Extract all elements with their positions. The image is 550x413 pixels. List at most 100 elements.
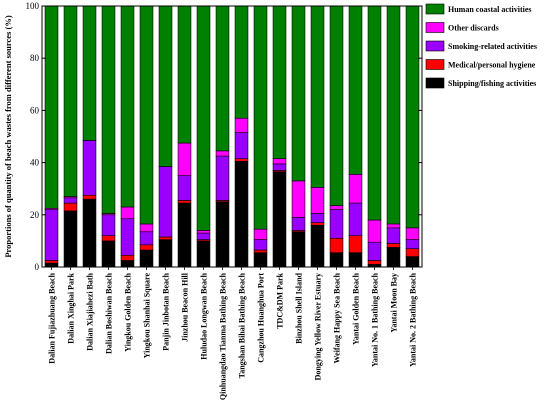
bar-segment-1-10 bbox=[234, 158, 249, 162]
y-axis-title: Proportions of quantity of beach wastes … bbox=[3, 15, 13, 257]
bar-segment-3-9 bbox=[215, 150, 230, 157]
bar-segment-2-10 bbox=[234, 132, 249, 159]
bar-segment-0-7 bbox=[177, 202, 192, 268]
bar-segment-2-6 bbox=[158, 166, 173, 238]
legend-label: Other discards bbox=[448, 24, 499, 33]
bar-segment-4-0 bbox=[44, 5, 59, 209]
bar-segment-4-17 bbox=[367, 5, 382, 221]
bar-segment-3-8 bbox=[196, 230, 211, 234]
bar-segment-4-13 bbox=[291, 5, 306, 182]
legend-label: Shipping/fishing activities bbox=[448, 79, 536, 88]
bar-segment-2-13 bbox=[291, 217, 306, 231]
bar-segment-0-9 bbox=[215, 201, 230, 268]
bar-segment-1-18 bbox=[386, 243, 401, 248]
bar-segment-3-14 bbox=[310, 187, 325, 214]
bar-segment-2-5 bbox=[139, 231, 154, 246]
x-category-label: Dongying Yellow River Estuary bbox=[314, 273, 323, 380]
bar-segment-2-7 bbox=[177, 175, 192, 201]
x-category-label: Dalian Fujiazhuang Beach bbox=[48, 272, 57, 363]
x-category-label: Dalian Boshiwan Beach bbox=[105, 272, 114, 353]
bar-segment-3-11 bbox=[253, 228, 268, 240]
bar-segment-0-13 bbox=[291, 231, 306, 268]
x-category-label: Panjin Jinbotan Beach bbox=[162, 272, 171, 350]
legend-swatch bbox=[425, 22, 445, 33]
bar-segment-0-11 bbox=[253, 252, 268, 268]
bar-segment-1-11 bbox=[253, 249, 268, 253]
bar-segment-1-2 bbox=[82, 194, 97, 200]
x-category-label: Yingkou Shanhai Square bbox=[143, 273, 152, 359]
bar-segment-2-11 bbox=[253, 239, 268, 251]
bar-segment-2-19 bbox=[405, 239, 420, 250]
bar-segment-2-3 bbox=[101, 214, 116, 236]
bar-segment-2-14 bbox=[310, 213, 325, 223]
y-tick-label: 20 bbox=[30, 210, 40, 220]
x-category-label: Tangshan Bihai Bathing Beach bbox=[238, 272, 247, 378]
bar-segment-1-5 bbox=[139, 244, 154, 251]
bar-segment-0-12 bbox=[272, 171, 287, 268]
bar-segment-2-8 bbox=[196, 232, 211, 240]
y-tick-label: 40 bbox=[30, 158, 40, 168]
legend-swatch bbox=[425, 59, 445, 70]
bar-segment-0-18 bbox=[386, 247, 401, 268]
bar-segment-0-4 bbox=[120, 260, 135, 268]
bar-segment-2-17 bbox=[367, 241, 382, 261]
bar-segment-1-19 bbox=[405, 248, 420, 257]
bar-segment-0-2 bbox=[82, 198, 97, 268]
bar-segment-2-9 bbox=[215, 155, 230, 201]
bar-segment-0-0 bbox=[44, 262, 59, 268]
bar-segment-3-10 bbox=[234, 117, 249, 133]
bar-segment-2-18 bbox=[386, 227, 401, 244]
bar-segment-0-6 bbox=[158, 239, 173, 268]
legend-swatch bbox=[425, 77, 445, 89]
bar-segment-4-8 bbox=[196, 5, 211, 231]
bar-segment-4-19 bbox=[405, 5, 420, 229]
bar-segment-1-3 bbox=[101, 235, 116, 242]
bar-segment-4-12 bbox=[272, 5, 287, 159]
bar-segment-3-5 bbox=[139, 223, 154, 233]
bar-segment-2-16 bbox=[348, 202, 363, 236]
axes-group: 0 20 40 60 80 100 Dalian Fujiazhuang Beach Dali… bbox=[26, 1, 423, 400]
bar-segment-2-2 bbox=[82, 140, 97, 196]
x-category-label: Cangzhou Huanghua Port bbox=[257, 273, 266, 363]
bar-segment-3-16 bbox=[348, 174, 363, 204]
bar-segment-4-1 bbox=[63, 5, 78, 197]
bar-segment-3-13 bbox=[291, 180, 306, 218]
bar-segment-3-17 bbox=[367, 219, 382, 243]
bar-segment-4-11 bbox=[253, 5, 268, 230]
bar-segment-1-6 bbox=[158, 236, 173, 240]
bar-segment-4-6 bbox=[158, 5, 173, 167]
bar-segment-4-3 bbox=[101, 5, 116, 214]
legend-label: Human coastal activities bbox=[448, 5, 532, 14]
bar-segment-0-15 bbox=[329, 252, 344, 268]
bar-segment-0-5 bbox=[139, 249, 154, 268]
bar-segment-1-14 bbox=[310, 222, 325, 226]
x-category-label: Jinzhou Beacon Hill bbox=[181, 272, 190, 342]
x-category-label: Yantai No. 1 Bathing Beach bbox=[371, 272, 380, 367]
bar-segment-4-16 bbox=[348, 5, 363, 175]
bar-segment-2-15 bbox=[329, 209, 344, 239]
x-category-label: Yingkou Golden Beach bbox=[124, 272, 133, 351]
bar-segment-4-14 bbox=[310, 5, 325, 188]
y-tick-label: 80 bbox=[30, 53, 40, 63]
bar-segment-1-1 bbox=[63, 202, 78, 212]
y-tick-label: 100 bbox=[26, 1, 40, 11]
bar-segment-4-15 bbox=[329, 5, 344, 206]
bar-segment-0-1 bbox=[63, 210, 78, 268]
x-category-label: Huludao Longwan Beach bbox=[200, 272, 209, 359]
y-tick-label: 60 bbox=[30, 105, 40, 115]
bar-segment-0-8 bbox=[196, 240, 211, 268]
bar-segment-3-4 bbox=[120, 206, 135, 220]
bar-segment-0-19 bbox=[405, 256, 420, 268]
bar-segment-2-12 bbox=[272, 163, 287, 171]
x-category-label: Yantai Golden Beach bbox=[352, 272, 361, 345]
bar-segment-1-16 bbox=[348, 235, 363, 253]
bar-segment-4-10 bbox=[234, 5, 249, 119]
bar-segment-3-18 bbox=[386, 223, 401, 229]
bar-segment-2-4 bbox=[120, 218, 135, 256]
bar-segment-4-4 bbox=[120, 5, 135, 208]
bar-segment-0-3 bbox=[101, 240, 116, 268]
plot-frame bbox=[41, 5, 423, 268]
legend-swatch bbox=[425, 3, 445, 15]
bar-segment-3-7 bbox=[177, 142, 192, 176]
